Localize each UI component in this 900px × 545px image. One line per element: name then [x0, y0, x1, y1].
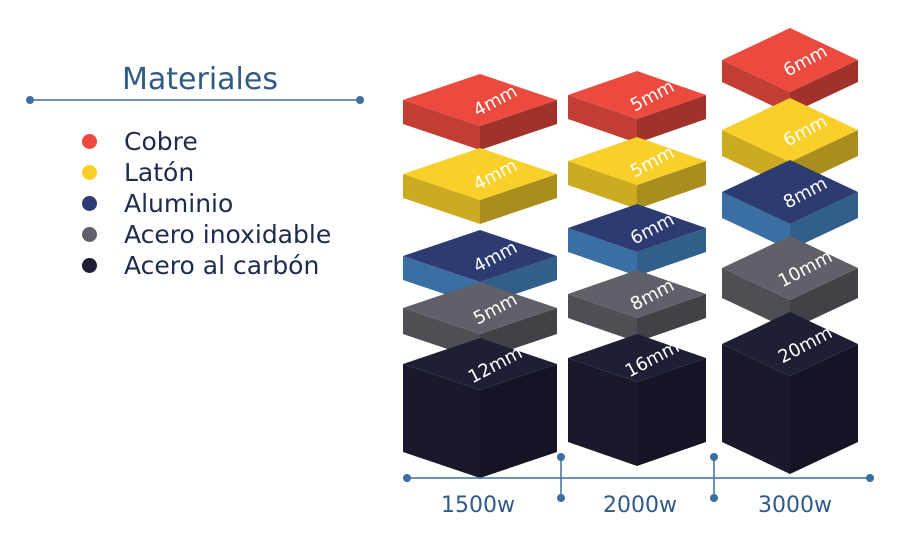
legend-label: Aluminio: [124, 189, 234, 218]
block-left-face: [568, 161, 637, 209]
block-right-face: [790, 344, 858, 474]
block-top-face: [403, 338, 557, 390]
block-top-face: [403, 148, 557, 200]
block-top-face: [722, 98, 858, 162]
cobre-swatch: [82, 134, 97, 149]
block-laton: 4mm: [403, 148, 557, 224]
legend-list: Cobre Latón Aluminio Acero inoxidable Ac…: [82, 126, 331, 281]
acero-al-carbon-swatch: [82, 258, 97, 273]
block-left-face: [403, 100, 480, 150]
block-top-face: [568, 334, 706, 382]
block-left-face: [568, 228, 637, 276]
block-left-face: [568, 95, 637, 143]
block-right-face: [637, 95, 706, 143]
block-right-face: [637, 161, 706, 209]
block-right-face: [637, 358, 706, 466]
laton-swatch: [82, 165, 97, 180]
block-acero-al-carbon: 16mm: [568, 334, 706, 466]
block-left-face: [568, 358, 637, 466]
block-left-face: [722, 192, 790, 250]
block-top-face: [568, 71, 706, 119]
block-right-face: [790, 268, 858, 330]
block-right-face: [480, 364, 557, 478]
block-top-face: [403, 282, 557, 334]
legend-label: Acero al carbón: [124, 251, 320, 280]
block-top-face: [568, 270, 706, 318]
legend-item-acero-inoxidable: Acero inoxidable: [82, 219, 331, 250]
block-acero-inoxidable: 10mm: [722, 236, 858, 330]
block-top-face: [722, 28, 858, 92]
power-label-3000w: 3000w: [758, 493, 832, 518]
block-cobre: 6mm: [722, 28, 858, 114]
block-acero-al-carbon: 12mm: [403, 338, 557, 478]
block-top-face: [722, 236, 858, 300]
power-label-1500w: 1500w: [441, 493, 515, 518]
block-right-face: [790, 192, 858, 250]
legend-divider: [26, 96, 364, 104]
power-axis: 1500w 2000w 3000w: [403, 453, 874, 518]
legend-item-cobre: Cobre: [82, 126, 331, 157]
legend-item-laton: Latón: [82, 157, 331, 188]
legend-label: Cobre: [124, 127, 198, 156]
block-top-face: [568, 137, 706, 185]
aluminio-swatch: [82, 196, 97, 211]
legend-label: Latón: [124, 158, 195, 187]
block-acero-al-carbon: 20mm: [722, 312, 858, 474]
acero-inoxidable-swatch: [82, 227, 97, 242]
block-cobre: 4mm: [403, 74, 557, 150]
block-top-face: [722, 312, 858, 376]
block-right-face: [637, 228, 706, 276]
block-top-face: [403, 230, 557, 282]
legend-label: Acero inoxidable: [124, 220, 332, 249]
block-right-face: [480, 100, 557, 150]
block-top-face: [403, 74, 557, 126]
block-acero-inoxidable: 8mm: [568, 270, 706, 342]
block-left-face: [568, 294, 637, 342]
block-left-face: [722, 344, 790, 474]
legend-title: Materiales: [122, 62, 278, 97]
legend-item-acero-al-carbon: Acero al carbón: [82, 250, 331, 281]
block-top-face: [722, 160, 858, 224]
block-cobre: 5mm: [568, 71, 706, 143]
legend-item-aluminio: Aluminio: [82, 188, 331, 219]
power-label-2000w: 2000w: [603, 493, 677, 518]
block-left-face: [722, 60, 790, 114]
block-top-face: [568, 204, 706, 252]
block-left-face: [722, 268, 790, 330]
block-right-face: [637, 294, 706, 342]
block-laton: 5mm: [568, 137, 706, 209]
block-right-face: [480, 174, 557, 224]
block-left-face: [403, 174, 480, 224]
block-left-face: [403, 364, 480, 478]
block-aluminio: 8mm: [722, 160, 858, 250]
block-right-face: [790, 60, 858, 114]
block-aluminio: 6mm: [568, 204, 706, 276]
